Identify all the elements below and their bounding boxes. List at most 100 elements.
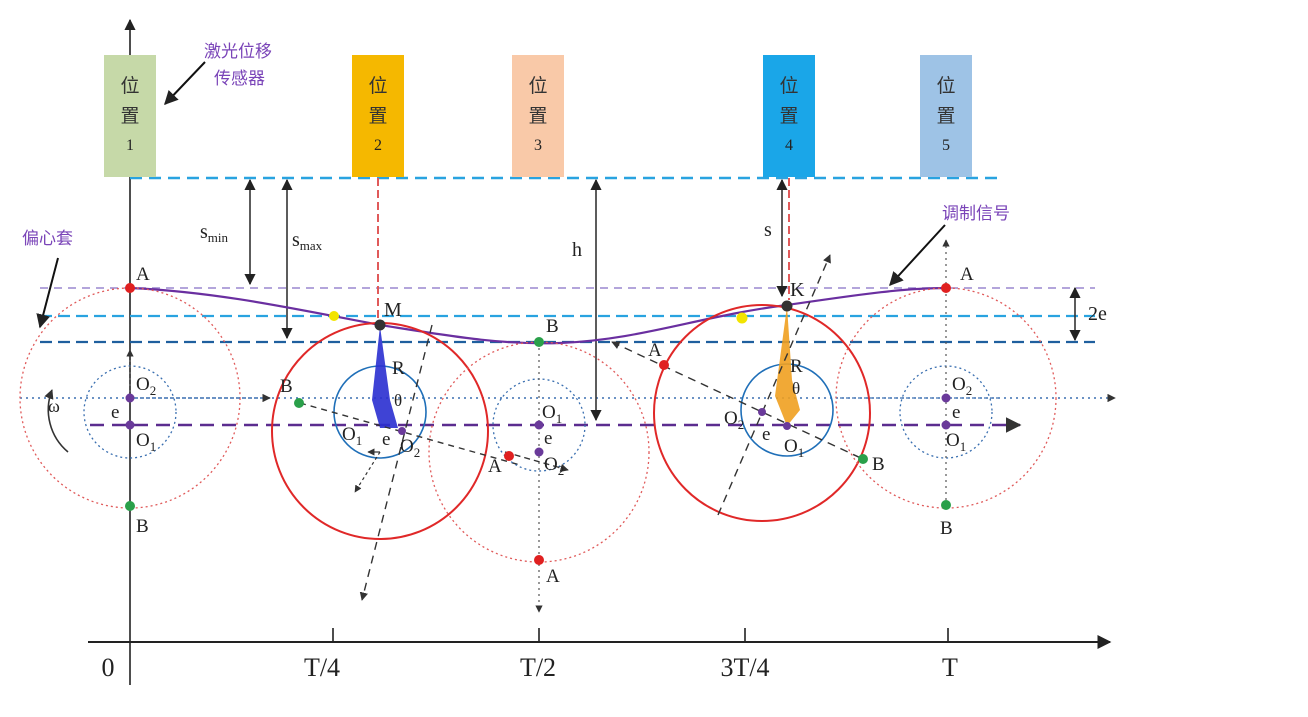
label-e-pos1: e (111, 402, 119, 423)
sensor-2-char-2: 置 (368, 105, 387, 127)
point-b-pos5 (941, 500, 951, 510)
label-theta-pos4: θ (792, 379, 800, 398)
point-o1-pos1 (125, 420, 135, 430)
sensor-4: 位 置 4 (763, 55, 815, 177)
label-k: K (790, 279, 805, 301)
label-a-pos3: A (546, 566, 560, 587)
sensor-3-char-1: 位 (528, 75, 547, 97)
h-label: h (572, 239, 582, 261)
label-o1-pos2: O1 (342, 424, 362, 448)
label-b-pos3: B (546, 316, 559, 337)
svg-text:ω: ω (48, 396, 60, 416)
label-e-pos2: e (382, 429, 390, 450)
sensor-3-char-2: 置 (528, 105, 547, 127)
label-o2-pos4: O2 (724, 408, 744, 432)
point-o2-pos4 (758, 408, 766, 416)
point-b-pos1 (125, 501, 135, 511)
point-a2-pos3 (504, 451, 514, 461)
label-b-pos1: B (136, 516, 149, 537)
label-o1-pos5: O1 (946, 430, 966, 454)
point-a-pos4 (659, 360, 669, 370)
label-o1-pos3: O1 (542, 402, 562, 426)
point-o1-pos5 (941, 420, 951, 430)
label-o1-pos4: O1 (784, 436, 804, 460)
point-o2-pos3 (534, 447, 544, 457)
point-m (374, 319, 386, 331)
tick-label-3t4: 3T/4 (720, 653, 769, 682)
eccentric-sleeve-label: 偏心套 (22, 229, 73, 249)
yellow-marker-1 (329, 311, 339, 321)
point-b-pos3 (534, 337, 544, 347)
sensor-1-body (104, 55, 156, 177)
label-e-pos3: e (544, 428, 552, 449)
point-a-pos1 (125, 283, 135, 293)
sleeve-position-5 (835, 239, 1057, 509)
sensor-5-number: 5 (942, 137, 950, 154)
modulation-signal-label: 调制信号 (942, 204, 1010, 224)
s-label: s (764, 219, 772, 241)
sensor-2-char-1: 位 (368, 75, 387, 97)
sensor-2-number: 2 (374, 137, 382, 154)
modulation-curve (129, 286, 947, 345)
sensor-4-char-1: 位 (779, 75, 798, 97)
label-o2-pos5: O2 (952, 374, 972, 398)
yellow-marker-2 (736, 312, 748, 324)
label-r-pos2: R (392, 358, 405, 379)
label-a-pos5: A (960, 264, 974, 285)
label-a2-pos3: A (488, 456, 502, 477)
label-a-pos4: A (648, 340, 662, 361)
smin-label: smin (200, 221, 229, 245)
sensor-1-char-2: 置 (120, 105, 139, 127)
point-o2-pos2 (398, 427, 406, 435)
sensor-5: 位 置 5 (920, 55, 972, 177)
laser-sensor-label-line2: 传感器 (214, 69, 265, 89)
sensor-4-body (763, 55, 815, 177)
two-e-label: 2e (1088, 303, 1107, 325)
tick-label-t2: T/2 (520, 653, 556, 682)
sensor-5-char-1: 位 (936, 75, 955, 97)
point-a-pos5 (941, 283, 951, 293)
sleeve-position-1: ω (19, 287, 271, 509)
tick-label-0: 0 (102, 653, 115, 682)
sensor-5-char-2: 置 (936, 105, 955, 127)
label-theta-pos2: θ (394, 391, 402, 410)
label-b-pos5: B (940, 518, 953, 539)
label-r-pos4: R (790, 356, 803, 377)
smax-label: smax (292, 229, 323, 253)
sensor-1: 位 置 1 (104, 55, 156, 177)
label-o1-pos1: O1 (136, 430, 156, 454)
label-e-pos4: e (762, 424, 770, 445)
sensor-4-char-2: 置 (779, 105, 798, 127)
sensor-3-body (512, 55, 564, 177)
sensor-1-number: 1 (126, 137, 134, 154)
sensor-1-char-1: 位 (120, 75, 139, 97)
point-o2-pos1 (125, 393, 135, 403)
point-o1-pos4 (783, 422, 791, 430)
label-m: M (384, 299, 402, 321)
point-b-pos4 (858, 454, 868, 464)
label-o2-pos1: O2 (136, 374, 156, 398)
label-b-pos2: B (280, 376, 293, 397)
tick-label-t: T (942, 653, 958, 682)
sensor-2: 位 置 2 (352, 55, 404, 177)
sensor-4-number: 4 (785, 137, 793, 154)
time-axis-ticks (332, 628, 949, 642)
point-b-pos2 (294, 398, 304, 408)
label-o2-pos3: O2 (544, 454, 564, 478)
modulation-signal-pointer (889, 224, 946, 287)
sensor-3: 位 置 3 (512, 55, 564, 177)
label-e-pos5: e (952, 402, 960, 423)
point-a-pos3 (534, 555, 544, 565)
sensor-5-body (920, 55, 972, 177)
tick-label-t4: T/4 (304, 653, 340, 682)
label-o2-pos2: O2 (400, 436, 420, 460)
laser-sensor-label-line1: 激光位移 (204, 42, 272, 62)
point-o2-pos5 (941, 393, 951, 403)
sensor-3-number: 3 (534, 137, 542, 154)
sleeve-position-4 (611, 254, 1000, 522)
sleeve-position-3 (428, 341, 650, 613)
point-k (781, 300, 793, 312)
sensor-2-body (352, 55, 404, 177)
